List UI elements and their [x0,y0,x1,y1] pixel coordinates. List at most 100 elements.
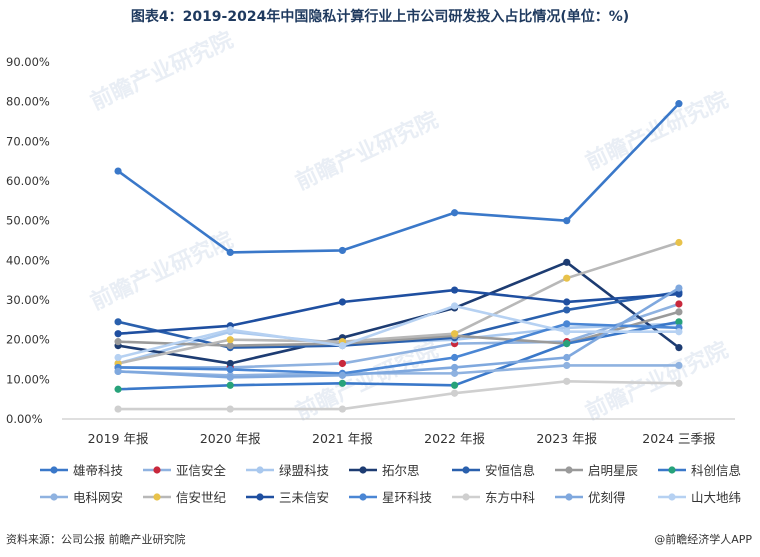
legend-item: 科创信息 [658,463,741,478]
x-tick-label: 2022 年报 [424,431,485,446]
data-point [338,246,347,255]
watermark-text: 前瞻产业研究院 [582,87,733,176]
legend-marker [50,493,58,501]
legend-item: 星环科技 [349,490,433,505]
data-point [675,290,683,298]
legend-label: 优刻得 [588,490,626,505]
data-point [450,209,459,217]
data-point [450,389,459,397]
data-point [563,298,571,306]
y-tick-label: 50.00% [6,214,50,228]
chart-title: 图表4：2019-2024年中国隐私计算行业上市公司研发投入占比情况(单位：%) [130,9,630,25]
x-tick-label: 2020 年报 [200,431,261,446]
y-tick-label: 90.00% [6,55,50,69]
y-tick-label: 40.00% [6,253,50,267]
data-point [226,373,234,381]
series-12 [114,377,683,413]
data-point [563,377,571,385]
data-point [675,344,683,352]
y-tick-label: 0.00% [6,412,43,426]
legend-marker [462,466,470,474]
legend-item: 安恒信息 [452,463,535,478]
series-4 [114,258,683,368]
legend-item: 电科网安 [40,490,123,505]
data-point [114,167,122,175]
data-point [226,342,234,350]
data-point [675,284,683,292]
brand-credit: @前瞻经济学人APP [654,533,752,546]
series-1 [114,100,683,256]
data-point [675,308,683,316]
data-point [450,330,459,338]
y-tick-label: 30.00% [6,293,50,307]
data-point [114,318,122,326]
data-point [338,405,347,413]
legend-marker [359,466,367,474]
data-point [338,342,347,350]
legend-label: 山大地纬 [691,490,741,505]
legend-label: 星环科技 [382,490,433,505]
data-point [450,302,459,310]
series-10 [114,286,683,338]
legend-marker [565,493,573,501]
data-point [450,369,459,377]
data-point [563,258,571,266]
legend-item: 启明星辰 [555,463,639,478]
legend-item: 亚信安全 [143,463,227,478]
series-lines [114,100,683,413]
x-tick-label: 2023 年报 [536,431,597,446]
data-point [675,100,683,108]
legend-label: 三未信安 [279,490,329,505]
axes: 0.00% 10.00% 20.00% 30.00% 40.00% 50.00% 60.00… [6,55,735,446]
series-line [117,261,680,365]
x-tick-label: 2019 年报 [88,431,149,446]
legend-label: 绿盟科技 [279,463,330,478]
legend-marker [359,493,367,501]
data-point [226,359,234,368]
data-point [338,298,347,306]
series-7 [114,318,683,393]
legend-item: 优刻得 [555,490,626,505]
data-point [226,365,234,374]
legend-marker [668,493,676,501]
data-point [563,274,571,282]
legend-marker [50,466,58,474]
data-point [226,405,234,413]
legend-item: 山大地纬 [658,490,741,505]
legend-item: 雄帝科技 [40,463,124,478]
x-tick-label: 2021 年报 [312,431,373,446]
series-line [118,364,679,377]
legend-marker [256,466,264,474]
legend-marker [153,466,161,474]
data-point [675,379,683,387]
data-point [450,363,459,372]
legend-item: 东方中科 [452,490,536,505]
legend-label: 启明星辰 [588,463,639,478]
data-point [675,318,683,326]
data-point [114,353,122,362]
legend-item: 绿盟科技 [246,463,330,478]
legend-marker [256,493,264,501]
legend-label: 安恒信息 [485,463,535,478]
legend-marker [462,493,470,501]
y-tick-label: 60.00% [6,174,50,188]
data-point [563,353,571,362]
legend-marker [668,466,676,474]
legend-marker [153,493,161,501]
legend-label: 拓尔思 [382,463,420,478]
y-tick-label: 80.00% [6,95,50,109]
data-point [450,286,459,294]
data-point [114,385,122,393]
data-point [563,320,571,328]
data-point [675,361,683,370]
data-point [226,248,234,256]
legend-item: 信安世纪 [143,490,227,505]
legend-label: 亚信安全 [176,463,227,478]
series-line [118,380,679,411]
series-line [118,302,680,369]
series-line [118,320,680,391]
legend-item: 三未信安 [246,490,329,505]
legend-label: 电科网安 [73,490,123,505]
